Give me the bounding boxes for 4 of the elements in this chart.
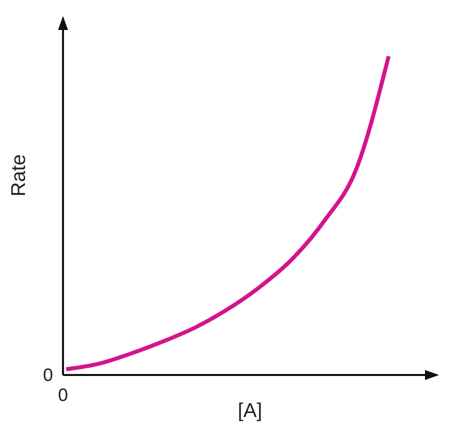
text: 0 [42, 365, 53, 385]
x-axis-title: [A] [238, 400, 262, 422]
y-axis-title: Rate [8, 154, 30, 196]
text: 0 [58, 385, 68, 405]
